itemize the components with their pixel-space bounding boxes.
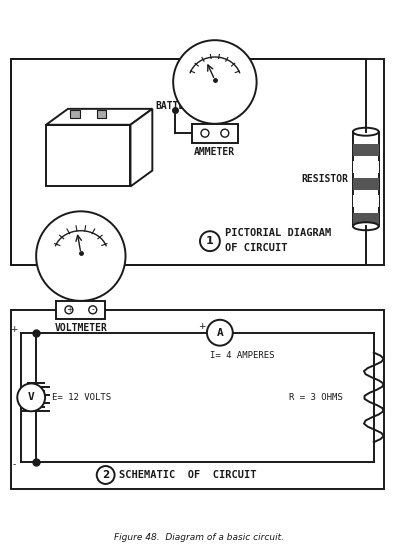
Polygon shape <box>131 109 152 186</box>
Text: BATTERY: BATTERY <box>155 101 197 111</box>
Text: SCHEMATIC  OF  CIRCUIT: SCHEMATIC OF CIRCUIT <box>119 470 256 480</box>
Bar <box>70 110 80 118</box>
Circle shape <box>65 306 73 314</box>
Text: OF CIRCUIT: OF CIRCUIT <box>225 243 287 253</box>
Bar <box>11 59 384 265</box>
Text: -: - <box>92 305 94 314</box>
Circle shape <box>36 212 125 301</box>
Polygon shape <box>46 109 152 125</box>
Text: 2: 2 <box>102 470 109 480</box>
Bar <box>353 161 379 173</box>
Ellipse shape <box>353 222 379 230</box>
Circle shape <box>89 306 97 314</box>
Text: +: + <box>198 322 206 331</box>
Circle shape <box>201 129 209 137</box>
Bar <box>353 132 379 226</box>
Ellipse shape <box>353 128 379 136</box>
Text: A: A <box>217 328 223 338</box>
Bar <box>353 178 379 190</box>
Bar <box>11 310 384 489</box>
Text: 1: 1 <box>206 236 214 246</box>
Text: VOLTMETER: VOLTMETER <box>55 323 107 333</box>
Text: +: + <box>11 325 18 334</box>
Bar <box>56 301 105 319</box>
Text: V: V <box>28 392 35 402</box>
Circle shape <box>221 129 229 137</box>
Bar <box>46 125 131 186</box>
Text: R = 3 OHMS: R = 3 OHMS <box>289 393 343 402</box>
Text: -: - <box>13 461 16 469</box>
Bar <box>192 124 238 143</box>
Text: AMMETER: AMMETER <box>194 147 236 156</box>
Bar <box>353 213 379 224</box>
Text: +: + <box>66 305 72 314</box>
Text: Figure 48.  Diagram of a basic circuit.: Figure 48. Diagram of a basic circuit. <box>114 533 284 542</box>
Text: RESISTOR: RESISTOR <box>301 174 348 184</box>
Circle shape <box>17 383 45 411</box>
Circle shape <box>97 466 115 484</box>
Text: PICTORIAL DIAGRAM: PICTORIAL DIAGRAM <box>225 228 331 238</box>
Bar <box>353 195 379 207</box>
Text: I= 4 AMPERES: I= 4 AMPERES <box>210 350 275 360</box>
Circle shape <box>200 231 220 251</box>
Text: E= 12 VOLTS: E= 12 VOLTS <box>52 393 111 402</box>
Bar <box>353 144 379 156</box>
Bar <box>97 110 106 118</box>
Circle shape <box>173 40 257 124</box>
Circle shape <box>207 320 233 345</box>
